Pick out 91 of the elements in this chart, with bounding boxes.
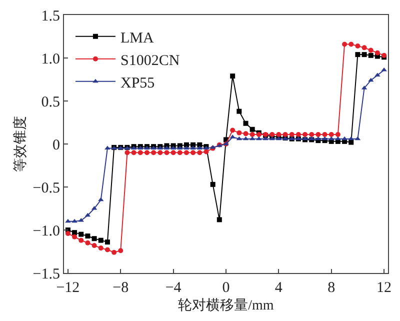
point [72,230,78,236]
point [302,132,308,138]
point [92,236,97,242]
point [184,150,189,156]
x-tick-label: 0 [222,280,230,296]
point [348,42,354,47]
x-tick-label: 8 [328,280,336,296]
point [85,234,90,239]
point [124,150,130,156]
point [98,238,104,243]
point [250,126,255,132]
legend-label: XP55 [120,75,155,92]
point [190,142,196,148]
point [243,120,248,126]
point [230,74,236,79]
point [72,234,78,240]
point [72,218,78,223]
point [112,250,117,255]
point [368,48,374,53]
point [230,128,236,133]
y-tick-label: 0.5 [41,94,60,110]
point [348,140,354,145]
point [335,132,340,138]
point [262,136,268,140]
legend-label: LMA [120,30,154,46]
x-tick-label: −4 [165,280,182,296]
point [243,131,248,136]
point [328,132,334,138]
point [342,42,348,47]
point [170,150,176,156]
point [78,232,84,237]
point [190,146,196,150]
point [269,136,275,140]
point [362,45,367,50]
point [374,50,380,56]
point [144,150,150,156]
point [65,230,70,236]
point [322,132,328,138]
point [210,182,216,187]
point [362,52,367,58]
point [190,150,196,156]
point [158,150,163,156]
point [197,142,202,148]
point [164,150,170,156]
point [92,242,97,248]
y-tick-label: −1.5 [32,266,60,282]
point [282,132,288,138]
point [250,132,255,138]
y-tick-label: −0.5 [32,180,60,196]
point [184,146,190,150]
point [184,142,189,148]
point [342,136,348,140]
y-tick-label: 1.5 [41,8,60,24]
y-tick-label: 1.0 [41,51,60,68]
y-axis-title: 等效锥度 [12,116,28,172]
point [85,240,90,246]
point [276,132,282,138]
x-tick-label: −8 [112,280,129,296]
point [289,132,294,138]
point [118,248,124,254]
point [355,43,360,48]
point [204,149,209,154]
point [216,217,222,222]
point [131,150,136,156]
point [138,150,143,156]
point [65,218,71,223]
point [316,132,321,138]
y-tick-label: −1.0 [32,223,60,240]
point [197,150,202,156]
x-tick-label: 4 [274,280,283,296]
point [309,132,314,138]
point [355,52,360,58]
x-tick-label: −12 [56,280,80,296]
point [236,108,242,114]
point [104,247,110,252]
legend-label: S1002CN [120,52,180,69]
point [104,146,110,150]
point [256,136,262,140]
y-tick-label: 0 [52,137,60,154]
point [236,130,242,136]
point [151,150,156,156]
point [177,150,182,156]
point [78,238,84,243]
point [177,146,183,150]
x-axis-title: 轮对横移量/mm [178,297,274,314]
x-tick-label: 12 [376,280,392,296]
point [104,240,110,245]
point [98,246,104,251]
point [296,132,301,138]
point [335,136,341,140]
point [368,52,374,58]
